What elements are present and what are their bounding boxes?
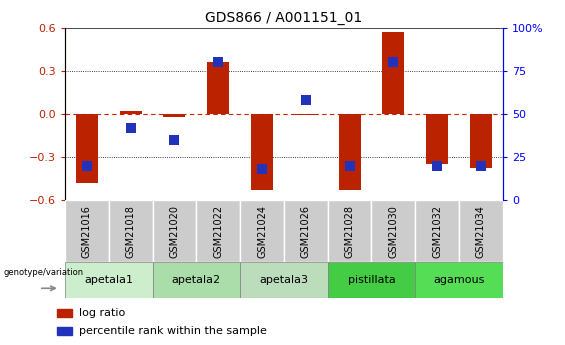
Bar <box>240 200 284 262</box>
Point <box>301 97 310 103</box>
Bar <box>383 32 405 114</box>
Bar <box>109 200 153 262</box>
Bar <box>328 200 372 262</box>
Text: apetala1: apetala1 <box>84 275 133 285</box>
Point <box>214 59 223 65</box>
Bar <box>65 200 109 262</box>
Point <box>170 137 179 142</box>
Bar <box>338 114 360 190</box>
Text: apetala3: apetala3 <box>259 275 308 285</box>
Text: GSM21016: GSM21016 <box>82 205 92 258</box>
Bar <box>295 114 317 115</box>
Text: GSM21022: GSM21022 <box>213 205 223 258</box>
Text: genotype/variation: genotype/variation <box>3 268 84 277</box>
Point <box>82 163 92 168</box>
Bar <box>153 262 240 298</box>
Bar <box>197 200 240 262</box>
Bar <box>76 114 98 183</box>
Text: GSM21028: GSM21028 <box>345 205 355 258</box>
Text: GSM21034: GSM21034 <box>476 205 486 258</box>
Text: GSM21032: GSM21032 <box>432 205 442 258</box>
Bar <box>153 200 197 262</box>
Text: GSM21030: GSM21030 <box>388 205 398 258</box>
Text: agamous: agamous <box>433 275 485 285</box>
Text: log ratio: log ratio <box>79 308 125 318</box>
Bar <box>120 111 142 114</box>
Point <box>389 59 398 65</box>
Point <box>258 166 267 172</box>
Text: percentile rank within the sample: percentile rank within the sample <box>79 326 267 336</box>
Bar <box>65 262 153 298</box>
Bar <box>372 200 415 262</box>
Bar <box>426 114 448 164</box>
Bar <box>284 200 328 262</box>
Bar <box>251 114 273 190</box>
Bar <box>328 262 415 298</box>
Point <box>476 163 485 168</box>
Bar <box>56 309 72 317</box>
Bar <box>470 114 492 168</box>
Point <box>126 125 135 130</box>
Point <box>345 163 354 168</box>
Bar <box>163 114 185 117</box>
Point <box>433 163 442 168</box>
Bar <box>56 327 72 335</box>
Bar <box>459 200 503 262</box>
Text: apetala2: apetala2 <box>172 275 221 285</box>
Text: pistillata: pistillata <box>347 275 396 285</box>
Bar <box>240 262 328 298</box>
Bar <box>207 62 229 114</box>
Bar <box>415 200 459 262</box>
Bar <box>415 262 503 298</box>
Text: GSM21026: GSM21026 <box>301 205 311 258</box>
Text: GSM21018: GSM21018 <box>125 205 136 258</box>
Text: GSM21024: GSM21024 <box>257 205 267 258</box>
Title: GDS866 / A001151_01: GDS866 / A001151_01 <box>205 11 363 25</box>
Text: GSM21020: GSM21020 <box>170 205 180 258</box>
